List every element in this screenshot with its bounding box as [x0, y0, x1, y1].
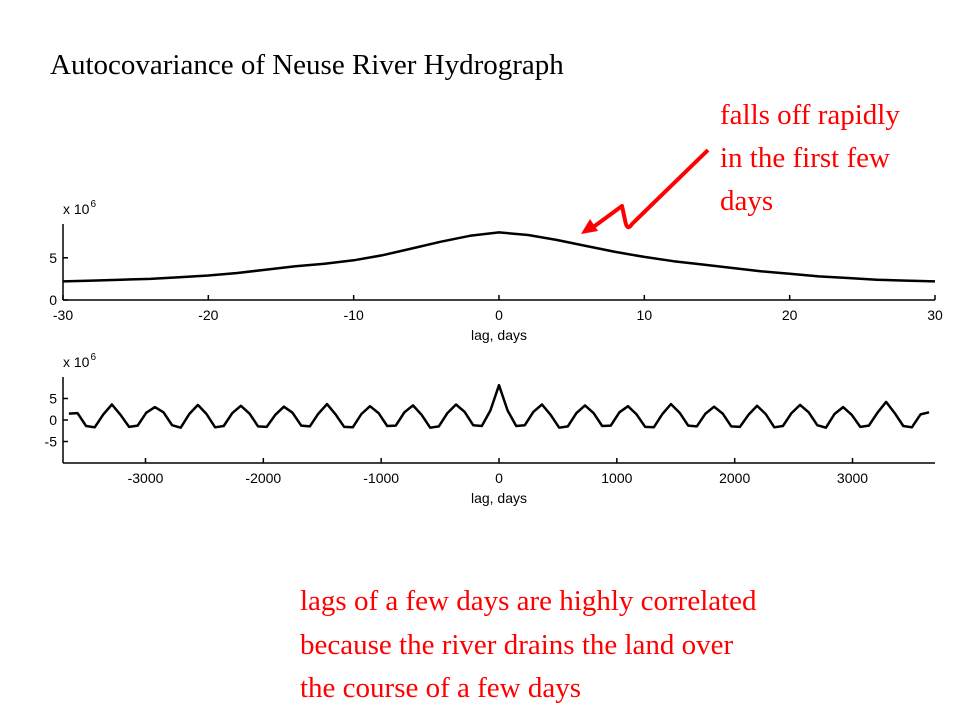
- x-tick-label: 30: [927, 307, 943, 323]
- x-tick-label: -1000: [363, 470, 399, 486]
- x-tick-label: -10: [344, 307, 364, 323]
- annotation: the course of a few days: [300, 672, 581, 704]
- annotation: days: [720, 185, 773, 217]
- x-tick-label: -30: [53, 307, 73, 323]
- x-tick-label: 20: [782, 307, 798, 323]
- y-tick-label: 5: [49, 391, 57, 407]
- x-tick-label: 10: [637, 307, 653, 323]
- slide-title: Autocovariance of Neuse River Hydrograph: [50, 49, 564, 81]
- annotation: falls off rapidly: [720, 99, 900, 131]
- y-tick-label: 0: [49, 412, 57, 428]
- annotation: lags of a few days are highly correlated: [300, 585, 757, 617]
- x-tick-label: 1000: [601, 470, 632, 486]
- y-scale-exponent: 6: [90, 199, 96, 210]
- x-tick-label: 0: [495, 307, 503, 323]
- x-tick-label: -20: [198, 307, 218, 323]
- x-tick-label: 0: [495, 470, 503, 486]
- y-scale-label: x 10: [63, 354, 90, 370]
- x-tick-label: 3000: [837, 470, 868, 486]
- y-tick-label: -5: [45, 434, 58, 450]
- x-tick-label: -2000: [245, 470, 281, 486]
- x-axis-label: lag, days: [471, 327, 527, 343]
- y-tick-label: 5: [49, 250, 57, 266]
- y-tick-label: 0: [49, 292, 57, 308]
- arrow: [590, 148, 710, 230]
- x-axis-label: lag, days: [471, 490, 527, 506]
- arrow-head: [581, 219, 598, 234]
- data-line: [62, 231, 936, 283]
- x-tick-label: -3000: [128, 470, 164, 486]
- x-tick-label: 2000: [719, 470, 750, 486]
- annotation: because the river drains the land over: [300, 629, 734, 661]
- y-scale-exponent: 6: [90, 352, 96, 363]
- data-line: [68, 383, 930, 429]
- annotation: in the first few: [720, 142, 890, 174]
- y-scale-label: x 10: [63, 201, 90, 217]
